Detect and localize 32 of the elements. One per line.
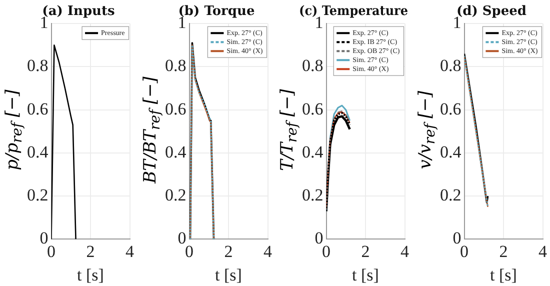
x-tick-label: 4 [400,242,410,261]
x-tick-label: 4 [263,242,272,261]
y-tick-label: 0 [314,228,324,248]
x-tick-label: 2 [224,242,232,261]
y-tick-label: 0.8 [302,56,324,76]
x-tick-label: 4 [126,242,134,261]
y-tick-label: 0.2 [302,186,324,205]
y-tick-label: 0.4 [164,142,186,162]
x-tick-label: 2 [498,242,508,261]
y-tick-label: 0.8 [440,56,461,76]
y-tick-label: 0 [177,228,186,248]
x-axis-title: t [s] [214,265,242,284]
x-axis-title: t [s] [77,265,104,284]
y-tick-label: 0.4 [302,142,324,162]
y-tick-label: 0.6 [164,99,186,118]
y-tick-label: 0.2 [440,186,461,205]
y-tick-label: 0.6 [440,99,461,118]
x-axis-title: t [s] [352,265,379,284]
x-tick-label: 2 [361,242,370,261]
x-tick-label: 2 [86,242,95,261]
y-tick-label: 0.4 [440,142,462,162]
y-tick-label: 0.8 [27,56,48,76]
y-tick-label: 0.8 [164,56,186,76]
x-axis-title: t [s] [490,265,516,284]
y-tick-label: 0.6 [27,99,48,118]
y-tick-label: 0.2 [27,186,48,205]
y-tick-label: 0 [452,228,461,248]
x-tick-label: 4 [538,242,547,261]
y-tick-label: 0 [40,228,48,248]
y-tick-label: 0.2 [164,186,186,205]
y-tick-label: 0.6 [302,99,324,118]
y-tick-label: 0.4 [27,142,49,162]
